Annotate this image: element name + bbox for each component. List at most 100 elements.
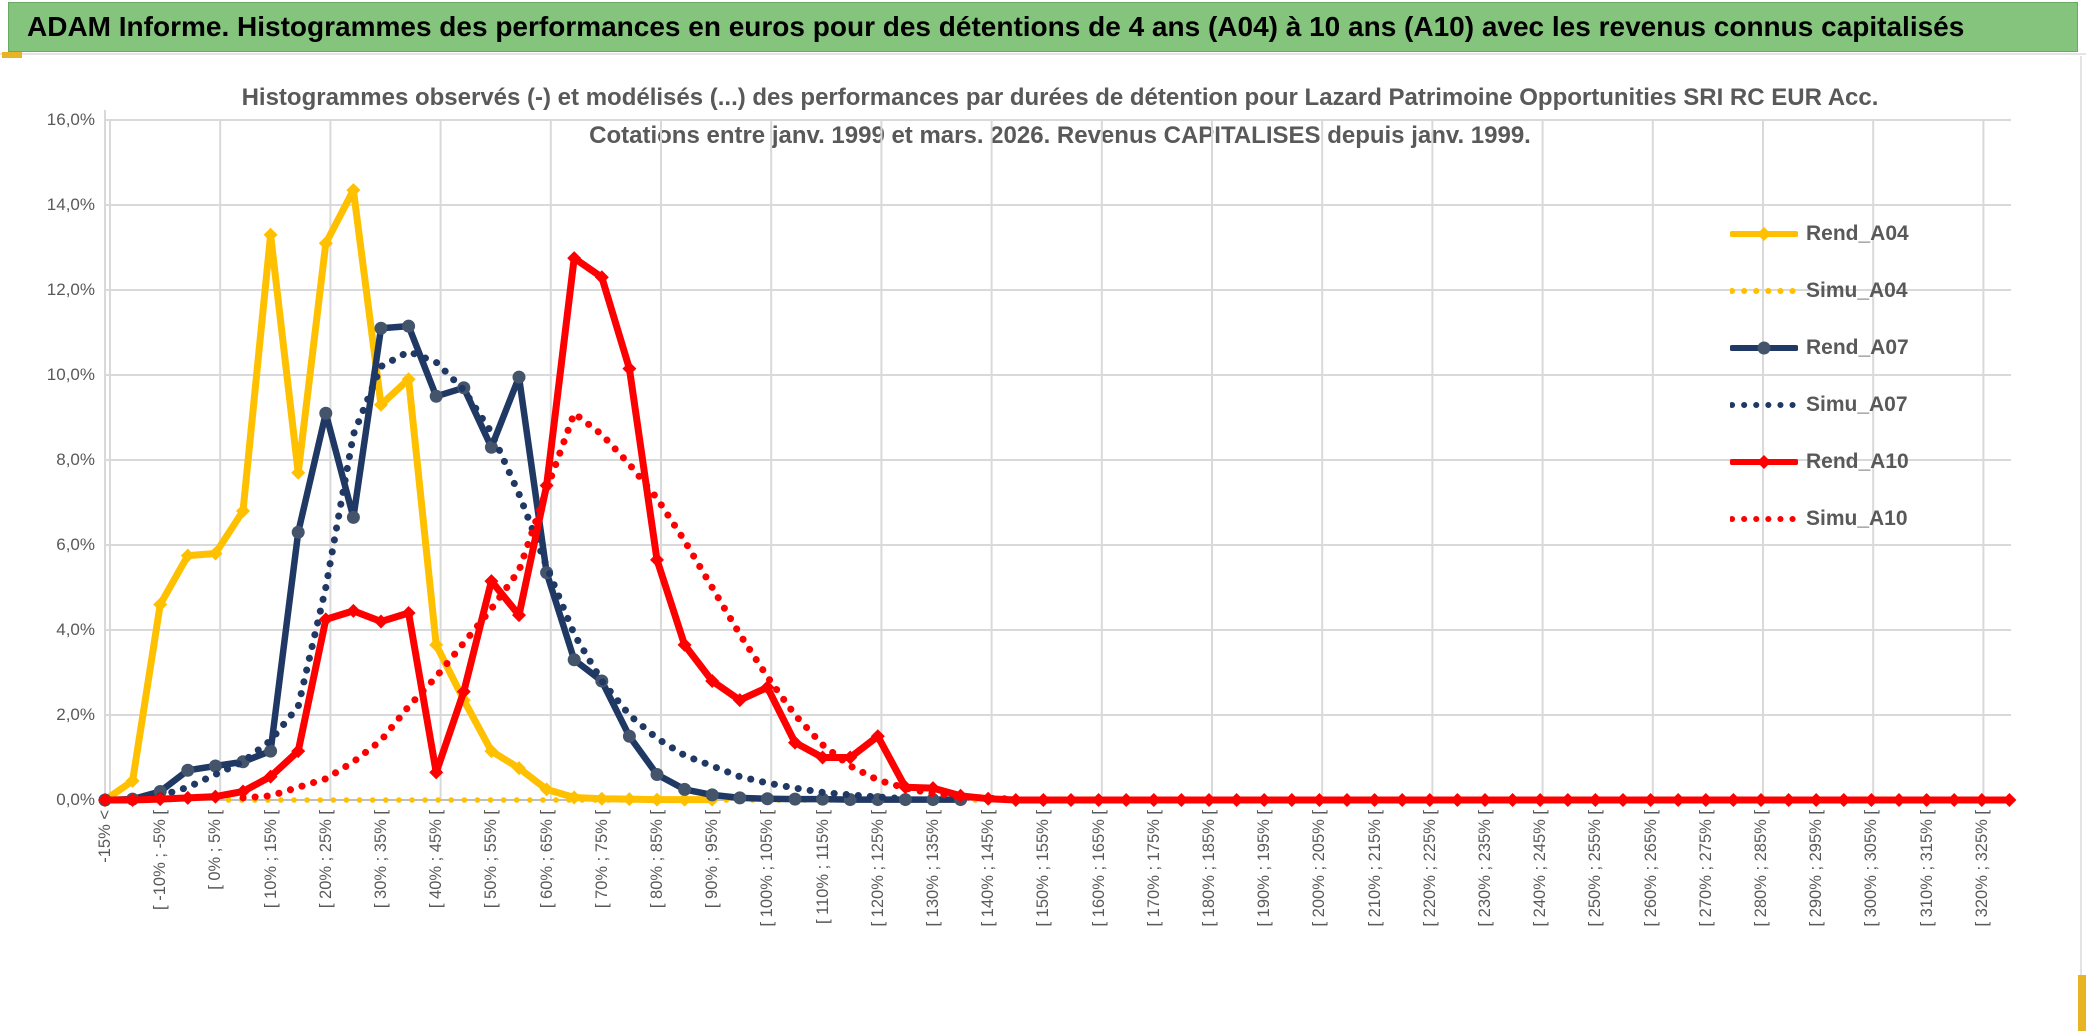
series-simu_a10: [239, 409, 1020, 803]
chart-subtitle: Cotations entre janv. 1999 et mars. 2026…: [589, 122, 1531, 149]
marker-rend_a10: [291, 744, 306, 759]
marker-rend_a07: [291, 525, 305, 539]
x-tick-label: [ 70% ; 75% [: [592, 810, 611, 909]
marker-rend_a10: [1036, 793, 1051, 807]
marker-rend_a04: [429, 637, 444, 652]
marker-rend_a07: [429, 389, 443, 403]
legend-item-simu_a10[interactable]: Simu_A10: [1730, 490, 2020, 547]
marker-rend_a10: [98, 793, 112, 807]
marker-rend_a10: [1505, 793, 1520, 807]
y-tick-label: 4,0%: [56, 620, 95, 639]
marker-rend_a10: [1588, 793, 1603, 807]
x-tick-label: [ 90% ; 95% [: [703, 810, 722, 909]
legend-item-rend_a04[interactable]: Rend_A04: [1730, 205, 2020, 262]
marker-rend_a07: [567, 653, 581, 667]
gold-corner-accent: [2, 52, 22, 58]
marker-rend_a04: [153, 597, 168, 612]
marker-rend_a10: [512, 608, 526, 623]
y-tick-label: 6,0%: [56, 535, 95, 554]
legend-label: Simu_A10: [1806, 506, 1908, 530]
y-tick-label: 10,0%: [46, 365, 95, 384]
marker-rend_a04: [539, 782, 554, 797]
x-tick-label: [ 280% ; 285% [: [1752, 810, 1770, 927]
marker-rend_a10: [1864, 793, 1879, 807]
marker-rend_a10: [1754, 793, 1768, 807]
legend-item-simu_a07[interactable]: Simu_A07: [1730, 376, 2020, 433]
marker-rend_a10: [732, 693, 747, 708]
marker-rend_a10: [760, 680, 775, 695]
marker-rend_a07: [374, 321, 388, 335]
legend-item-simu_a04[interactable]: Simu_A04: [1730, 262, 2020, 319]
x-tick-label: [ 10% ; 15% [: [261, 810, 280, 909]
x-tick-label: [ 260% ; 265% [: [1641, 810, 1660, 927]
marker-rend_a04: [263, 227, 278, 242]
marker-rend_a07: [512, 370, 526, 384]
legend-item-rend_a07[interactable]: Rend_A07: [1730, 319, 2020, 376]
marker-rend_a10: [788, 735, 802, 750]
x-tick-label: [ 210% ; 215% [: [1365, 810, 1384, 927]
x-tick-label: [ 140% ; 145% [: [979, 810, 998, 927]
marker-rend_a04: [318, 236, 333, 251]
marker-rend_a07: [760, 792, 774, 806]
series-rend_a10: [101, 254, 2013, 804]
y-tick-label: 0,0%: [56, 790, 95, 809]
marker-rend_a04: [180, 548, 195, 563]
marker-rend_a10: [1781, 793, 1796, 807]
marker-rend_a10: [1533, 793, 1548, 807]
x-tick-label: [ 170% ; 175% [: [1144, 810, 1163, 927]
marker-rend_a07: [402, 319, 416, 333]
marker-rend_a07: [816, 792, 830, 806]
marker-rend_a07: [181, 763, 195, 777]
marker-rend_a07: [622, 729, 636, 743]
marker-rend_a10: [1450, 793, 1465, 807]
marker-rend_a10: [1698, 793, 1713, 807]
marker-rend_a10: [1257, 793, 1272, 807]
x-tick-label: [ 30% ; 35% [: [372, 810, 390, 909]
marker-rend_a07: [346, 510, 360, 524]
marker-rend_a04: [346, 183, 361, 198]
x-tick-label: [ 290% ; 295% [: [1807, 810, 1826, 927]
marker-rend_a10: [1947, 793, 1962, 807]
marker-rend_a10: [1312, 793, 1327, 807]
marker-rend_a10: [1422, 793, 1437, 807]
marker-rend_a10: [346, 603, 361, 618]
marker-rend_a04: [236, 504, 250, 518]
marker-rend_a04: [650, 792, 664, 807]
legend-item-rend_a10[interactable]: Rend_A10: [1730, 433, 2020, 490]
marker-rend_a10: [705, 674, 720, 688]
marker-rend_a04: [594, 791, 609, 806]
marker-rend_a10: [374, 614, 388, 629]
chart-legend: Rend_A04 Simu_A04 Rend_A07 Simu_A07 Rend_A10…: [1730, 205, 2020, 547]
dotted-line-sample-icon: [1730, 401, 1798, 408]
marker-rend_a10: [1367, 793, 1382, 807]
dotted-line-sample-icon: [1730, 515, 1798, 522]
solid-line-sample-icon: [1730, 341, 1798, 354]
x-tick-label: [ 110% ; 115% [: [813, 810, 832, 925]
marker-rend_a10: [1478, 793, 1492, 807]
marker-rend_a10: [484, 574, 499, 589]
marker-rend_a10: [401, 606, 416, 620]
x-tick-label: [ 100% ; 105% [: [758, 810, 777, 927]
marker-rend_a07: [733, 791, 747, 805]
marker-rend_a10: [677, 637, 692, 652]
marker-rend_a10: [1340, 793, 1354, 807]
marker-rend_a10: [236, 784, 250, 799]
y-tick-label: 12,0%: [46, 280, 95, 299]
marker-rend_a07: [926, 793, 940, 807]
x-tick-label: [ 310% ; 315% [: [1917, 810, 1936, 927]
legend-label: Rend_A04: [1806, 221, 1909, 245]
x-tick-label: [ 180% ; 185% [: [1200, 810, 1218, 927]
marker-rend_a10: [622, 361, 637, 376]
legend-label: Simu_A04: [1806, 278, 1908, 302]
x-tick-label: [ 250% ; 255% [: [1586, 810, 1605, 927]
marker-rend_a10: [456, 684, 471, 699]
marker-rend_a04: [125, 773, 140, 788]
solid-line-sample-icon: [1730, 226, 1798, 241]
x-tick-label: [ 80% ; 85% [: [648, 810, 666, 909]
marker-rend_a10: [870, 729, 885, 744]
x-tick-label: [ 130% ; 135% [: [924, 810, 942, 927]
x-tick-label: [ 60% ; 65% [: [537, 810, 556, 909]
x-tick-label: [ -10% ; -5% [: [151, 810, 170, 910]
marker-rend_a07: [650, 768, 664, 781]
marker-rend_a07: [678, 782, 692, 796]
